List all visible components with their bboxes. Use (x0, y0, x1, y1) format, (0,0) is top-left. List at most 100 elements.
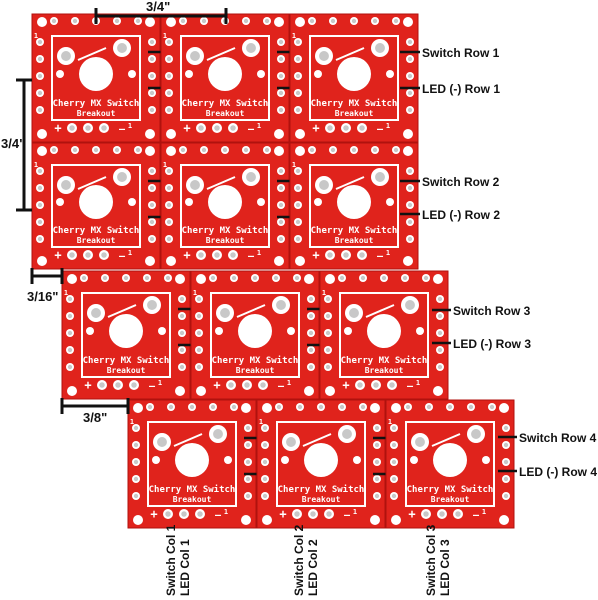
switch-peg-hole (386, 198, 394, 206)
pad-hole (67, 364, 73, 370)
pad-hole (276, 404, 282, 410)
pad-hole (286, 437, 296, 447)
pad-hole (123, 275, 129, 281)
pad-hole (179, 364, 185, 370)
pad-hole (359, 252, 365, 258)
switch-peg-hole (386, 70, 394, 78)
pad-hole (295, 236, 301, 242)
pin-one-label: 1 (259, 418, 263, 426)
led-plus-sign: + (54, 121, 61, 135)
mounting-hole (37, 129, 47, 139)
pad-hole (262, 493, 268, 499)
pad-hole (278, 56, 284, 62)
dimension-left-label: 3/4" (1, 136, 26, 151)
mounting-hole (295, 146, 305, 156)
led-plus-sign: + (54, 248, 61, 262)
silk-marker (431, 433, 461, 447)
pad-hole (308, 296, 314, 302)
pad-hole (37, 219, 43, 225)
pad-hole (375, 43, 385, 53)
pad-hole (407, 107, 413, 113)
switch-peg-hole (224, 456, 232, 464)
board-subtitle: Breakout (107, 366, 146, 375)
switch-peg-hole (257, 198, 265, 206)
switch-peg-hole (215, 327, 223, 335)
pad-hole (190, 51, 200, 61)
pad-hole (295, 219, 301, 225)
pad-hole (37, 202, 43, 208)
board-title: Cherry MX Switch (407, 484, 494, 495)
switch-peg-hole (128, 198, 136, 206)
switch-center-hole (208, 57, 242, 91)
switch-center-hole (304, 443, 338, 477)
pad-hole (423, 511, 429, 517)
pad-hole (309, 147, 315, 153)
pad-hole (149, 202, 155, 208)
pin-one-label: 1 (193, 289, 197, 297)
mounting-hole (295, 129, 305, 139)
silk-marker (77, 47, 107, 61)
pad-hole (201, 18, 207, 24)
pad-hole (402, 275, 408, 281)
pad-hole (407, 39, 413, 45)
board-subtitle: Breakout (206, 236, 245, 245)
pad-hole (37, 56, 43, 62)
switch-center-hole (337, 185, 371, 219)
pad-hole (471, 429, 481, 439)
switch-peg-hole (482, 456, 490, 464)
pin-one-label: 1 (158, 379, 162, 387)
pad-hole (213, 429, 223, 439)
switch-center-hole (109, 314, 143, 348)
mounting-hole (370, 403, 380, 413)
mounting-hole (37, 17, 47, 27)
pad-hole (262, 459, 268, 465)
board-title: Cherry MX Switch (149, 484, 236, 495)
pad-hole (374, 459, 380, 465)
pad-hole (201, 147, 207, 153)
switch-peg-hole (86, 327, 94, 335)
pad-hole (210, 275, 216, 281)
pad-hole (503, 425, 509, 431)
mounting-hole (262, 403, 272, 413)
pad-hole (455, 511, 461, 517)
pad-hole (244, 382, 250, 388)
pad-hole (360, 275, 366, 281)
pad-hole (37, 107, 43, 113)
board-title: Cherry MX Switch (212, 355, 299, 366)
pin-one-label: 1 (386, 122, 390, 130)
pad-hole (391, 425, 397, 431)
pad-hole (133, 425, 139, 431)
pad-hole (349, 308, 359, 318)
led-minus-sign: — (377, 124, 384, 135)
pad-hole (503, 459, 509, 465)
switch-row-1-label: Switch Row 1 (422, 46, 500, 60)
pad-hole (327, 125, 333, 131)
board-title: Cherry MX Switch (341, 355, 428, 366)
pad-hole (342, 429, 352, 439)
switch-center-hole (208, 185, 242, 219)
switch-col-3-label: Switch Col 3 (424, 524, 438, 596)
pad-hole (372, 18, 378, 24)
pad-hole (117, 43, 127, 53)
pad-hole (262, 476, 268, 482)
mounting-hole (67, 274, 77, 284)
pad-hole (115, 382, 121, 388)
pad-hole (295, 90, 301, 96)
pad-hole (230, 125, 236, 131)
mounting-hole (274, 146, 284, 156)
pin-one-label: 1 (224, 508, 228, 516)
pad-hole (149, 39, 155, 45)
pad-hole (114, 147, 120, 153)
pad-hole (133, 476, 139, 482)
switch-col-1-label: Switch Col 1 (164, 524, 178, 596)
switch-peg-hole (353, 456, 361, 464)
pad-hole (214, 125, 220, 131)
pad-hole (415, 437, 425, 447)
pad-hole (196, 313, 202, 319)
switch-peg-hole (257, 70, 265, 78)
pad-hole (264, 147, 270, 153)
led-minus-sign: — (473, 510, 480, 521)
pad-hole (230, 252, 236, 258)
